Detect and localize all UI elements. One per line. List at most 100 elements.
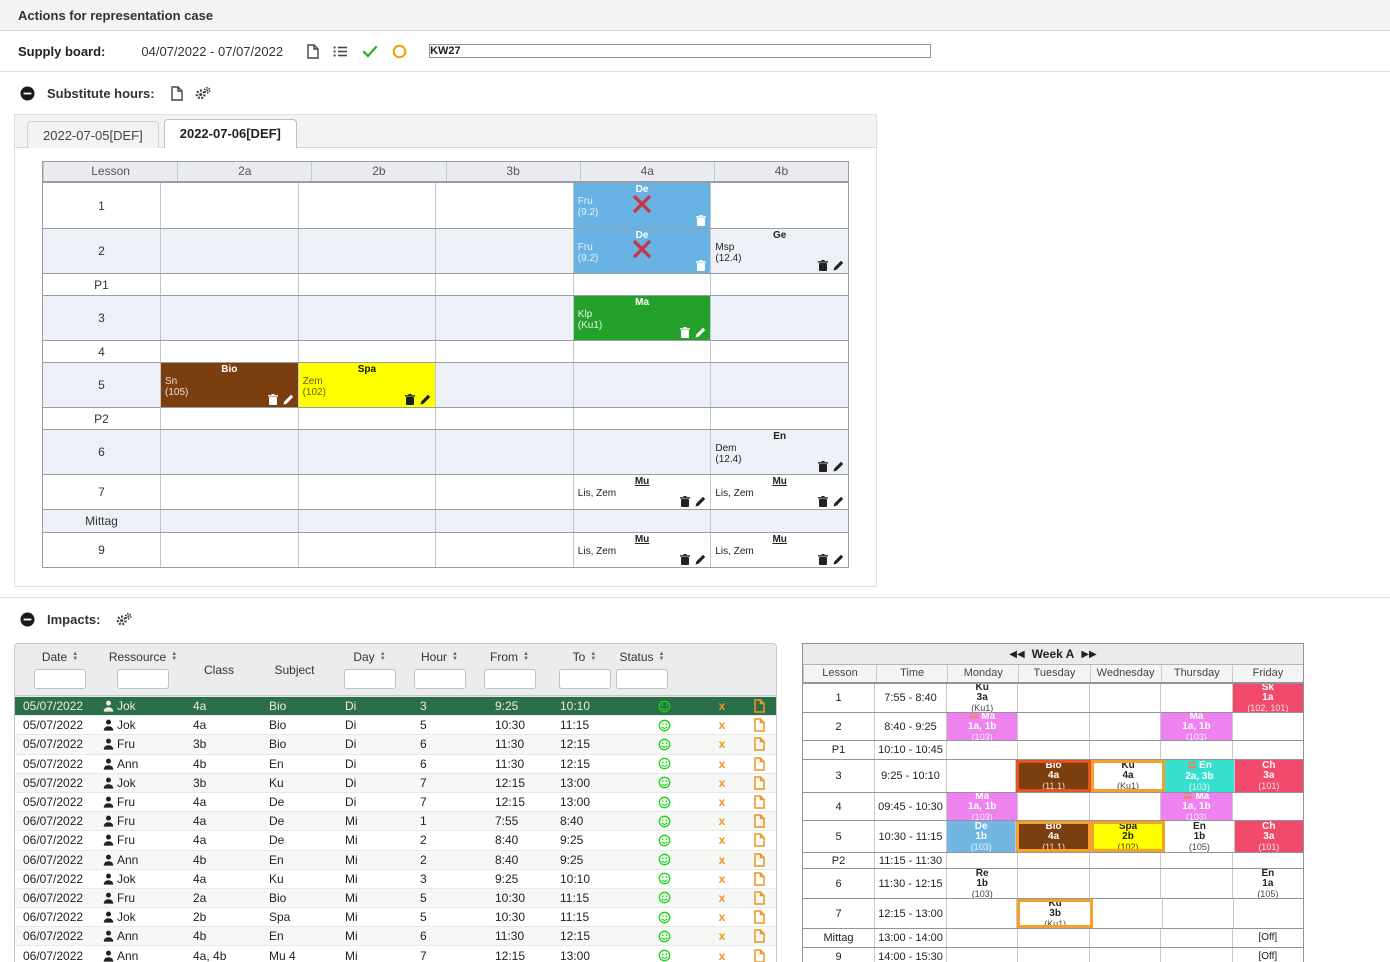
timetable-cell[interactable]: [1161, 929, 1233, 947]
column-header[interactable]: Hour: [407, 650, 472, 689]
timetable-cell[interactable]: Sk 1a (102, 101): [1232, 684, 1304, 712]
substitution-cell[interactable]: [161, 229, 299, 273]
substitution-cell[interactable]: [574, 408, 712, 429]
timetable-cell[interactable]: Ku 4a (Ku1): [1090, 760, 1166, 792]
substitution-cell[interactable]: [436, 510, 574, 532]
substitution-cell[interactable]: [161, 533, 299, 567]
cancel-x-icon[interactable]: x: [718, 910, 726, 925]
timetable-cell[interactable]: [1161, 869, 1233, 898]
column-filter-input[interactable]: [117, 668, 169, 689]
timetable-cell[interactable]: Spa 2b (102): [1090, 821, 1166, 852]
substitution-cell[interactable]: De Fru (9.2): [573, 183, 712, 228]
column-header[interactable]: From: [472, 650, 547, 689]
trash-icon[interactable]: [405, 394, 416, 405]
impact-row[interactable]: 05/07/2022 Jok 4a Bio Di 3 9:25 10:10: [15, 696, 776, 716]
substitution-cell[interactable]: [711, 363, 848, 407]
substitution-cell[interactable]: [574, 430, 712, 474]
substitution-cell[interactable]: [711, 274, 848, 295]
cancel-x-icon[interactable]: x: [718, 890, 726, 905]
substitution-cell[interactable]: Ge Msp (12.4): [711, 229, 848, 273]
document-icon[interactable]: [307, 43, 319, 59]
cancel-x-icon[interactable]: x: [718, 737, 726, 752]
trash-icon[interactable]: [680, 554, 691, 565]
timetable-cell[interactable]: [1090, 853, 1162, 868]
substitution-cell[interactable]: [711, 408, 848, 429]
substitution-cell[interactable]: [299, 183, 437, 228]
substitution-cell[interactable]: De Fru (9.2): [573, 229, 712, 273]
pencil-icon[interactable]: [283, 394, 294, 405]
impact-row[interactable]: 06/07/2022 Fru 2a Bio Mi 5 10:30 11:15: [15, 887, 776, 908]
substitution-cell[interactable]: [436, 533, 574, 567]
timetable-cell[interactable]: [947, 853, 1019, 868]
substitution-cell[interactable]: Mu Lis, Zem: [711, 475, 848, 509]
timetable-cell[interactable]: En 1b (105): [1165, 821, 1235, 852]
trash-icon[interactable]: [817, 554, 828, 565]
cancel-x-icon[interactable]: x: [718, 718, 726, 733]
report-document-icon[interactable]: [753, 737, 765, 752]
substitution-cell[interactable]: [299, 341, 437, 362]
week-prev-icon[interactable]: ◀◀: [1009, 648, 1025, 660]
substitution-cell[interactable]: [299, 475, 437, 509]
trash-icon[interactable]: [817, 496, 828, 507]
report-document-icon[interactable]: [753, 929, 765, 944]
timetable-cell[interactable]: [1234, 899, 1303, 928]
substitution-cell[interactable]: [161, 510, 299, 532]
timetable-cell[interactable]: Ku 3a (Ku1): [947, 684, 1019, 712]
timetable-cell[interactable]: [1090, 793, 1162, 820]
circle-status-icon[interactable]: [392, 44, 407, 59]
status-ok-smiley-icon[interactable]: [658, 719, 671, 732]
status-ok-smiley-icon[interactable]: [658, 853, 671, 866]
status-ok-smiley-icon[interactable]: [658, 738, 671, 751]
substitution-cell[interactable]: [299, 296, 437, 340]
substitution-cell[interactable]: [299, 274, 437, 295]
substitution-cell[interactable]: [574, 274, 712, 295]
gears-icon[interactable]: [116, 612, 133, 627]
column-filter-input[interactable]: [558, 668, 611, 689]
impact-row[interactable]: 06/07/2022 Fru 4a De Mi 2 8:40 9:25: [15, 830, 776, 849]
substitution-cell[interactable]: [161, 341, 299, 362]
pencil-icon[interactable]: [695, 554, 706, 565]
pencil-icon[interactable]: [420, 394, 431, 405]
report-document-icon[interactable]: [753, 718, 765, 733]
impact-row[interactable]: 06/07/2022 Ann 4b En Mi 2 8:40 9:25: [15, 849, 776, 869]
status-ok-smiley-icon[interactable]: [658, 891, 671, 904]
week-next-icon[interactable]: ▶▶: [1081, 648, 1097, 660]
substitution-cell[interactable]: [299, 533, 437, 567]
timetable-cell[interactable]: [1233, 793, 1303, 820]
report-document-icon[interactable]: [753, 910, 765, 924]
substitution-cell[interactable]: [711, 183, 848, 228]
trash-icon[interactable]: [680, 327, 691, 338]
substitution-cell[interactable]: [436, 274, 574, 295]
trash-icon[interactable]: [817, 461, 828, 472]
timetable-cell[interactable]: [1233, 741, 1303, 759]
substitution-cell[interactable]: [574, 510, 712, 532]
substitution-cell[interactable]: Mu Lis, Zem: [711, 533, 848, 567]
timetable-cell[interactable]: [1090, 684, 1162, 712]
timetable-cell[interactable]: Bio 4a (11.1): [1016, 821, 1091, 852]
timetable-cell[interactable]: [Off]: [1233, 948, 1303, 962]
substitution-cell[interactable]: [436, 183, 574, 228]
timetable-cell[interactable]: [1161, 741, 1233, 759]
date-tab[interactable]: 2022-07-05[DEF]: [27, 121, 159, 148]
substitution-cell[interactable]: Bio Sn (105): [161, 363, 299, 407]
substitution-cell[interactable]: [436, 408, 574, 429]
cancel-x-icon[interactable]: x: [718, 871, 726, 886]
substitution-cell[interactable]: [161, 183, 299, 228]
substitution-cell[interactable]: Ma Klp (Ku1): [573, 296, 712, 340]
timetable-cell[interactable]: [1161, 684, 1233, 712]
substitution-cell[interactable]: [436, 296, 574, 340]
report-document-icon[interactable]: [753, 891, 765, 905]
impact-row[interactable]: 05/07/2022 Jok 4a Bio Di 5 10:30 11:15: [15, 715, 776, 734]
gears-icon[interactable]: [195, 86, 211, 101]
timetable-cell[interactable]: [1018, 948, 1090, 962]
timetable-cell[interactable]: [1018, 713, 1090, 740]
substitution-cell[interactable]: [436, 430, 574, 474]
pencil-icon[interactable]: [833, 260, 844, 271]
timetable-cell[interactable]: [1090, 869, 1162, 898]
check-icon[interactable]: [362, 45, 378, 58]
cancel-x-icon[interactable]: x: [718, 814, 726, 829]
column-header[interactable]: [662, 650, 696, 689]
timetable-cell[interactable]: [947, 929, 1019, 947]
status-ok-smiley-icon[interactable]: [658, 930, 671, 943]
document-icon[interactable]: [170, 85, 183, 101]
